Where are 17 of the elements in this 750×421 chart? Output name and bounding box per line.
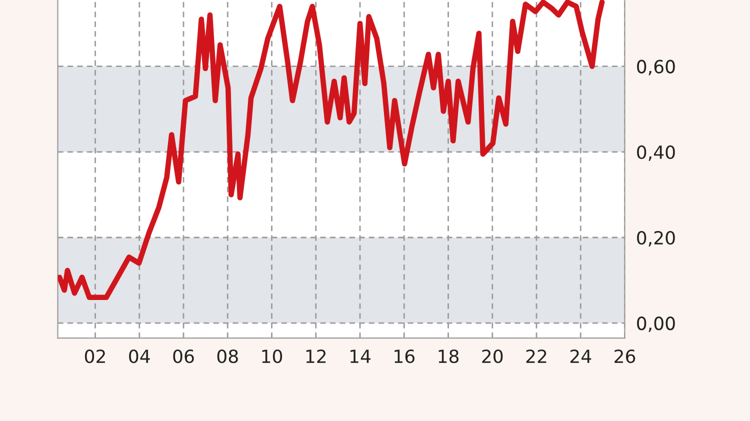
y-tick-label: 0,60 xyxy=(637,60,675,76)
x-tick-label: 24 xyxy=(570,349,592,363)
x-tick-label: 08 xyxy=(217,349,238,364)
x-tick-label: 04 xyxy=(129,349,150,364)
x-tick-label: 10 xyxy=(262,349,282,364)
y-tick-label: 0,40 xyxy=(637,145,675,161)
x-tick-label: 06 xyxy=(173,349,194,364)
x-tick-label: 22 xyxy=(526,349,546,363)
x-tick-label: 12 xyxy=(306,349,326,363)
x-tick-label: 14 xyxy=(350,350,370,363)
y-tick-label: 0,20 xyxy=(637,230,675,246)
x-tick-label: 02 xyxy=(84,349,105,364)
x-tick-label: 16 xyxy=(394,349,414,364)
x-tick-label: 26 xyxy=(614,349,636,364)
y-tick-label: 0,00 xyxy=(637,316,675,332)
x-tick-label: 18 xyxy=(438,349,459,364)
x-tick-label: 20 xyxy=(482,349,503,364)
